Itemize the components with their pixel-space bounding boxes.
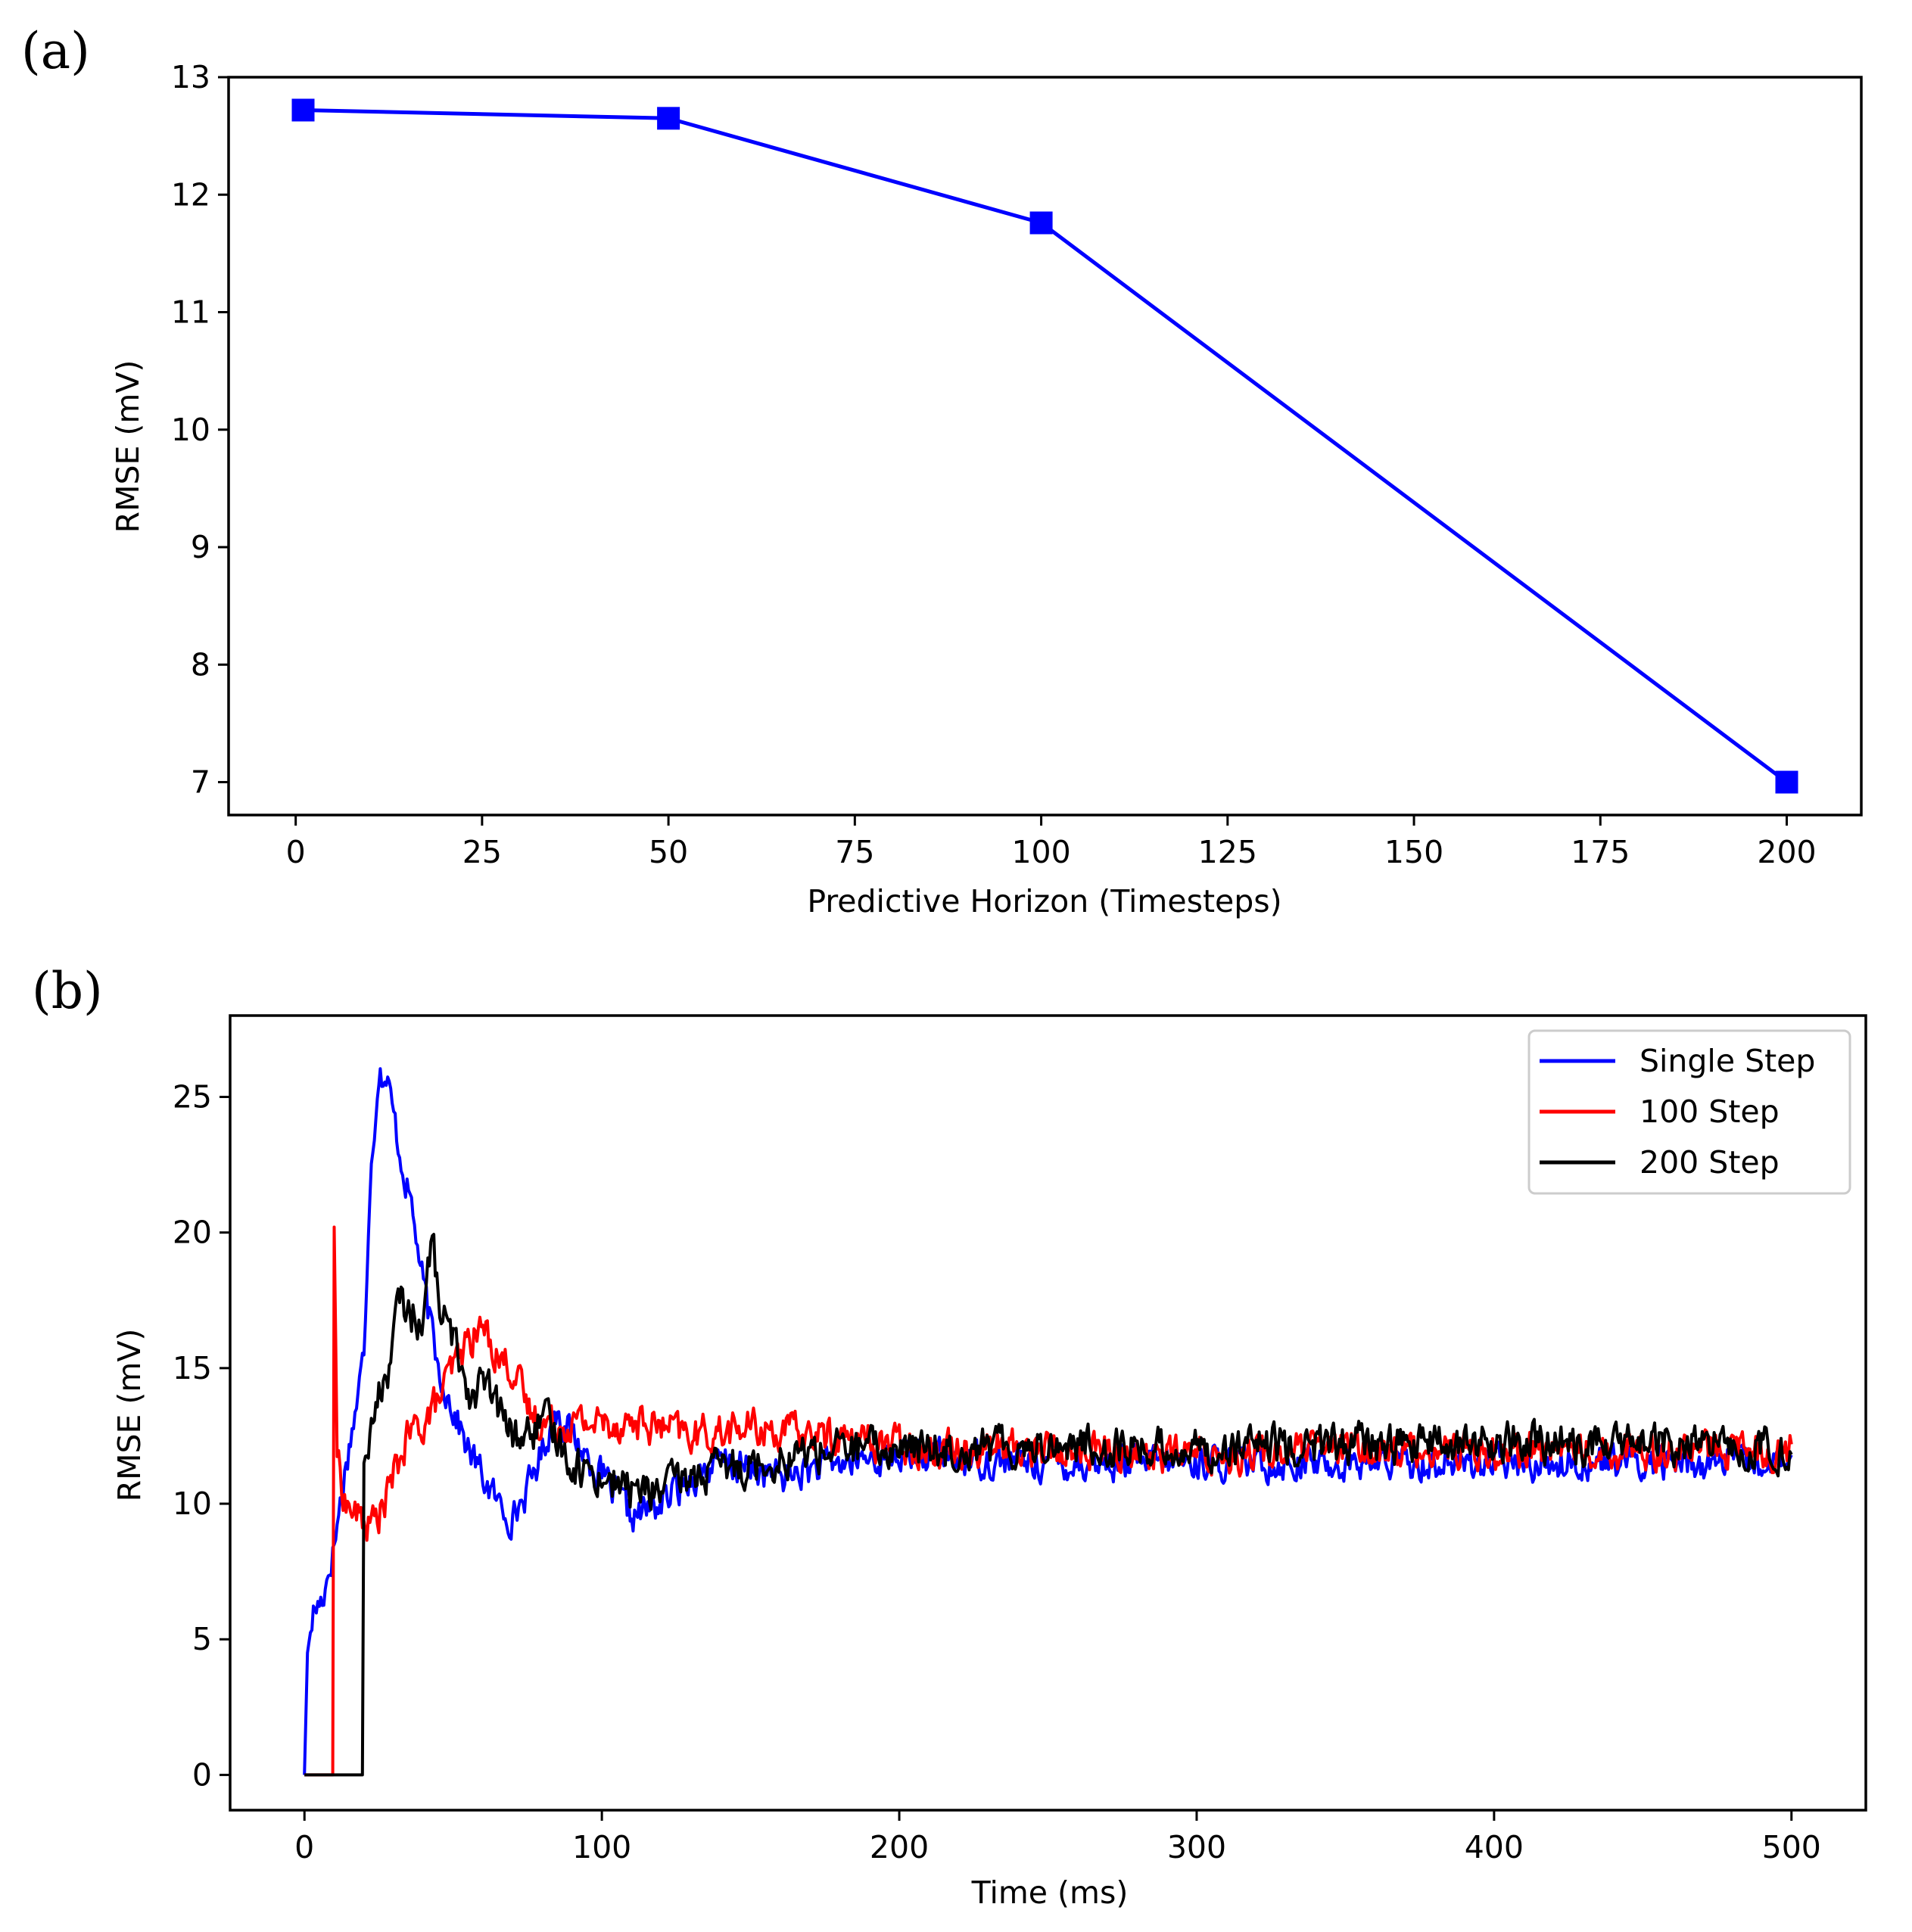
legend-label-200-step: 200 Step bbox=[1640, 1144, 1780, 1181]
panel-0-x-tick-label: 50 bbox=[649, 834, 688, 870]
panel-1-x-tick-label: 0 bbox=[294, 1829, 314, 1865]
legend: Single Step 100 Step 200 Step bbox=[1527, 1029, 1851, 1195]
panel-0-x-tick-label: 200 bbox=[1757, 834, 1816, 870]
panel-1-y-tick-label: 5 bbox=[192, 1621, 212, 1657]
panel-0-x-tick-label: 100 bbox=[1011, 834, 1070, 870]
panel-a-x-axis-label: Predictive Horizon (Timesteps) bbox=[807, 883, 1281, 919]
panel-1-y-tick-label: 20 bbox=[173, 1215, 212, 1251]
panel-b-series-100-step bbox=[304, 1225, 1793, 1777]
panel-0-x-tick-label: 0 bbox=[286, 834, 306, 870]
panel-0-x-tick-label: 75 bbox=[835, 834, 874, 870]
panel-0-x-tick-label: 125 bbox=[1198, 834, 1257, 870]
panel-b: (b) 0 100 200 300 400 500 0 5 10 15 20 25 Time (ms… bbox=[32, 962, 1867, 1911]
panel-0-x-tick-label: 25 bbox=[462, 834, 502, 870]
panel-0-x-tick-label: 150 bbox=[1384, 834, 1443, 870]
panel-1-y-tick-label: 25 bbox=[173, 1079, 212, 1115]
legend-label-100-step: 100 Step bbox=[1640, 1094, 1780, 1130]
legend-box bbox=[1527, 1029, 1851, 1195]
legend-label-single-step: Single Step bbox=[1640, 1043, 1815, 1079]
panel-0-y-tick-label: 12 bbox=[171, 176, 210, 213]
panel-b-label: (b) bbox=[32, 962, 103, 1020]
panel-b-frame bbox=[229, 1014, 1867, 1812]
panel-b-x-axis-label: Time (ms) bbox=[971, 1874, 1129, 1911]
panel-1-x-tick-label: 400 bbox=[1465, 1829, 1524, 1865]
panel-0-y-tick-label: 10 bbox=[171, 412, 210, 448]
panel-b-series-200-step bbox=[304, 1233, 1793, 1777]
panel-a-square-marker bbox=[291, 98, 315, 122]
panel-0-y-tick-label: 8 bbox=[191, 646, 210, 683]
panel-b-y-axis-label: RMSE (mV) bbox=[111, 1329, 148, 1502]
panel-a-frame bbox=[227, 76, 1863, 817]
panel-1-y-tick-label: 0 bbox=[192, 1756, 212, 1793]
panel-0-y-tick-label: 13 bbox=[171, 59, 210, 95]
panel-1-y-tick-label: 15 bbox=[173, 1350, 212, 1386]
panel-0-y-tick-label: 11 bbox=[171, 294, 210, 331]
panel-1-x-tick-label: 200 bbox=[870, 1829, 929, 1865]
panel-0-y-tick-label: 9 bbox=[191, 529, 210, 565]
panel-a-label: (a) bbox=[21, 22, 90, 80]
panel-1-y-tick-label: 10 bbox=[173, 1486, 212, 1522]
panel-a-square-marker bbox=[1029, 211, 1053, 235]
panel-1-x-tick-label: 500 bbox=[1762, 1829, 1821, 1865]
panel-0-y-tick-label: 7 bbox=[191, 764, 210, 801]
panel-a-square-marker bbox=[1775, 770, 1798, 794]
panel-a-y-axis-label: RMSE (mV) bbox=[110, 360, 146, 534]
panel-1-x-tick-label: 300 bbox=[1167, 1829, 1226, 1865]
panel-a-square-marker bbox=[657, 107, 680, 130]
panel-0-x-tick-label: 175 bbox=[1571, 834, 1630, 870]
panel-1-x-tick-label: 100 bbox=[572, 1829, 631, 1865]
panel-a: (a) 0 25 50 75 100 125 150 175 200 7 8 9 10 11 12 13 P… bbox=[21, 22, 1863, 919]
panel-a-series-line bbox=[303, 108, 1789, 784]
